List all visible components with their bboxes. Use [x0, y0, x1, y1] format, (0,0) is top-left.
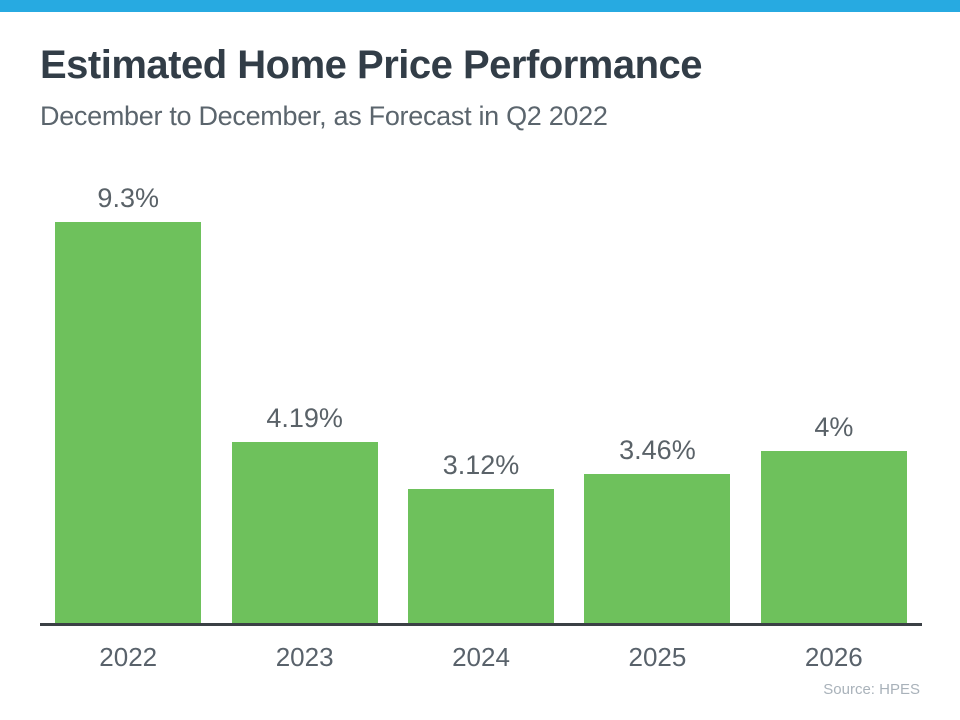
- bar-column-2026: 4%: [746, 192, 922, 623]
- bar-2022: [55, 222, 202, 623]
- chart-subtitle: December to December, as Forecast in Q2 …: [40, 101, 608, 131]
- chart-header: Estimated Home Price Performance Decembe…: [40, 42, 920, 132]
- value-label-2025: 3.46%: [619, 435, 696, 465]
- value-label-2024: 3.12%: [442, 450, 520, 480]
- value-label-2026: 4%: [814, 412, 854, 442]
- chart-title: Estimated Home Price Performance: [40, 43, 703, 87]
- x-tick-label-2024: 2024: [452, 642, 510, 672]
- x-axis-labels: 2022 2023 2024 2025 2026: [40, 626, 922, 673]
- bar-column-2025: 3.46%: [569, 192, 745, 623]
- x-tick-label-2023: 2023: [275, 642, 334, 672]
- source-note: Source: HPES: [823, 681, 920, 698]
- bar-2025: [584, 474, 731, 623]
- bar-plot: 9.3% 4.19% 3.12% 3.46% 4%: [40, 183, 922, 626]
- bar-2026: [760, 451, 907, 623]
- bar-column-2023: 4.19%: [216, 192, 392, 623]
- x-tick-label-2022: 2022: [99, 642, 158, 672]
- x-tick-label-2025: 2025: [628, 642, 687, 672]
- bar-column-2022: 9.3%: [40, 183, 216, 623]
- bar-2024: [408, 489, 555, 623]
- top-accent-bar: [0, 0, 960, 12]
- x-tick-label-2026: 2026: [804, 642, 863, 672]
- bar-2023: [231, 442, 378, 623]
- value-label-2022: 9.3%: [97, 183, 159, 213]
- value-label-2023: 4.19%: [266, 403, 343, 433]
- bar-column-2024: 3.12%: [393, 192, 569, 623]
